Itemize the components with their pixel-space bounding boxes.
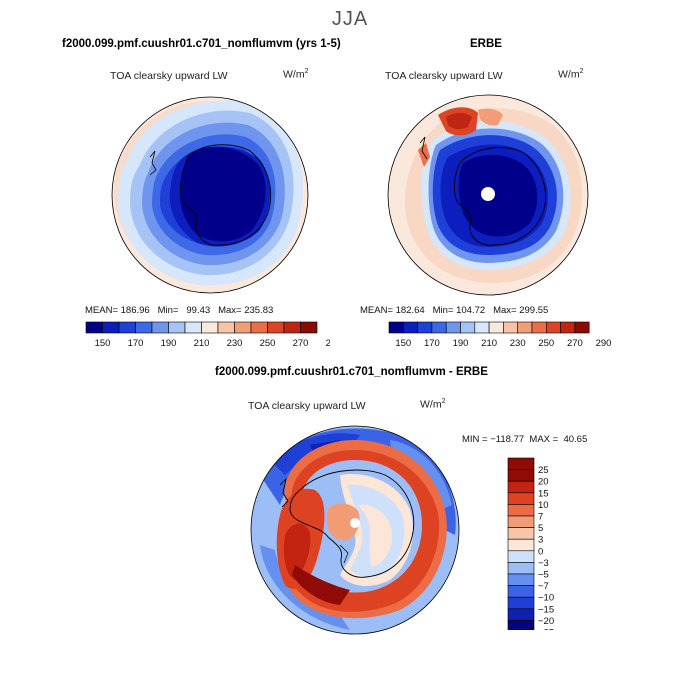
colorbar-tick-label: 210 bbox=[481, 338, 497, 349]
colorbar-box bbox=[267, 321, 285, 334]
colorbar-box bbox=[250, 321, 268, 334]
colorbar-box bbox=[546, 321, 561, 334]
panel2-colorbar-boxes bbox=[388, 321, 590, 334]
colorbar-box bbox=[488, 321, 504, 334]
colorbar-box bbox=[507, 492, 535, 505]
panel1-colorbar-boxes bbox=[85, 321, 318, 334]
colorbar-tick-label: 5 bbox=[538, 523, 543, 534]
colorbar-tick-label: 290 bbox=[326, 338, 330, 349]
colorbar-box bbox=[102, 321, 120, 334]
colorbar-box bbox=[507, 585, 535, 598]
colorbar-tick-label: −7 bbox=[538, 581, 549, 592]
colorbar-box bbox=[402, 321, 418, 334]
colorbar-tick-label: 190 bbox=[161, 338, 177, 349]
panel2-colorbar-labels: 150 170 190 210 230 250 270 290 bbox=[395, 338, 611, 349]
colorbar-tick-label: 20 bbox=[538, 477, 549, 488]
colorbar-tick-label: 250 bbox=[260, 338, 276, 349]
colorbar-box bbox=[388, 321, 404, 334]
colorbar-box bbox=[507, 596, 535, 610]
colorbar-box bbox=[531, 321, 547, 334]
colorbar-box bbox=[507, 538, 535, 552]
colorbar-tick-label: 25 bbox=[538, 465, 549, 476]
colorbar-box bbox=[217, 321, 235, 334]
panel1-units: W/m2 bbox=[283, 68, 309, 81]
colorbar-tick-label: 150 bbox=[95, 338, 111, 349]
colorbar-box bbox=[85, 321, 103, 334]
panel1-variable-label: TOA clearsky upward LW bbox=[110, 70, 228, 82]
colorbar-tick-label: −3 bbox=[538, 558, 549, 569]
colorbar-tick-label: 290 bbox=[596, 338, 612, 349]
colorbar-box bbox=[507, 620, 535, 630]
colorbar-box bbox=[507, 457, 535, 470]
colorbar-box bbox=[560, 321, 576, 334]
colorbar-tick-label: 7 bbox=[538, 512, 543, 523]
colorbar-tick-label: −25 bbox=[538, 628, 554, 631]
colorbar-box bbox=[135, 321, 153, 334]
colorbar-box bbox=[234, 321, 252, 334]
panel3-units: W/m2 bbox=[420, 398, 446, 411]
colorbar-tick-label: 270 bbox=[567, 338, 583, 349]
colorbar-tick-label: −20 bbox=[538, 616, 554, 627]
colorbar-box bbox=[507, 562, 535, 575]
panel3-stats: MIN = −118.77 MAX = 40.65 bbox=[462, 434, 588, 445]
colorbar-tick-label: −10 bbox=[538, 593, 554, 604]
colorbar-box bbox=[474, 321, 490, 334]
panel1-title: f2000.099.pmf.cuushr01.c701_nomflumvm (y… bbox=[62, 38, 341, 50]
colorbar-tick-label: 230 bbox=[510, 338, 526, 349]
colorbar-tick-label: 15 bbox=[538, 488, 549, 499]
colorbar-box bbox=[168, 321, 186, 334]
colorbar-tick-label: 270 bbox=[293, 338, 309, 349]
colorbar-box bbox=[574, 321, 590, 334]
colorbar-box bbox=[201, 321, 219, 334]
colorbar-tick-label: 0 bbox=[538, 546, 543, 557]
colorbar-tick-label: 170 bbox=[424, 338, 440, 349]
colorbar-tick-label: 10 bbox=[538, 500, 549, 511]
panel2-map bbox=[387, 94, 589, 296]
colorbar-box bbox=[503, 321, 519, 334]
colorbar-tick-label: 230 bbox=[227, 338, 243, 349]
panel3-map bbox=[250, 425, 460, 635]
panel2-variable-label: TOA clearsky upward LW bbox=[385, 70, 503, 82]
colorbar-box bbox=[507, 515, 535, 528]
panel3-variable-label: TOA clearsky upward LW bbox=[248, 400, 366, 412]
colorbar-box bbox=[507, 480, 535, 494]
colorbar-box bbox=[507, 469, 535, 482]
page-title: JJA bbox=[331, 8, 369, 30]
colorbar-box bbox=[417, 321, 433, 334]
colorbar-box bbox=[118, 321, 136, 334]
panel3-title: f2000.099.pmf.cuushr01.c701_nomflumvm - … bbox=[215, 366, 488, 378]
panel1-colorbar: 150 170 190 210 230 250 270 290 bbox=[85, 321, 330, 349]
colorbar-box bbox=[507, 550, 535, 563]
colorbar-tick-label: 210 bbox=[194, 338, 210, 349]
colorbar-box bbox=[283, 321, 301, 334]
colorbar-tick-label: −15 bbox=[538, 604, 554, 615]
colorbar-box bbox=[507, 527, 535, 540]
colorbar-tick-label: −5 bbox=[538, 570, 549, 581]
panel2-colorbar: 150 170 190 210 230 250 270 290 bbox=[388, 321, 611, 349]
panel1-colorbar-labels: 150 170 190 210 230 250 270 290 bbox=[95, 338, 330, 349]
colorbar-box bbox=[184, 321, 202, 334]
colorbar-tick-label: 3 bbox=[538, 535, 543, 546]
colorbar-box bbox=[151, 321, 169, 334]
panel2-units: W/m2 bbox=[558, 68, 584, 81]
colorbar-tick-label: 170 bbox=[128, 338, 144, 349]
panel2-stats: MEAN= 182.64 Min= 104.72 Max= 299.55 bbox=[360, 305, 549, 316]
colorbar-tick-label: 190 bbox=[453, 338, 469, 349]
panel1-map bbox=[111, 96, 309, 294]
colorbar-box bbox=[517, 321, 533, 334]
colorbar-box bbox=[300, 321, 318, 334]
colorbar-box bbox=[507, 608, 535, 621]
colorbar-box bbox=[445, 321, 461, 334]
panel2-title: ERBE bbox=[470, 38, 502, 50]
colorbar-box bbox=[460, 321, 476, 334]
panel1-stats: MEAN= 186.96 Min= 99.43 Max= 235.83 bbox=[85, 305, 274, 316]
colorbar-box bbox=[507, 504, 535, 517]
colorbar-box bbox=[431, 321, 447, 334]
colorbar-tick-label: 250 bbox=[538, 338, 554, 349]
colorbar-tick-label: 150 bbox=[395, 338, 411, 349]
panel3-colorbar-boxes bbox=[507, 457, 535, 630]
colorbar-box bbox=[507, 573, 535, 586]
